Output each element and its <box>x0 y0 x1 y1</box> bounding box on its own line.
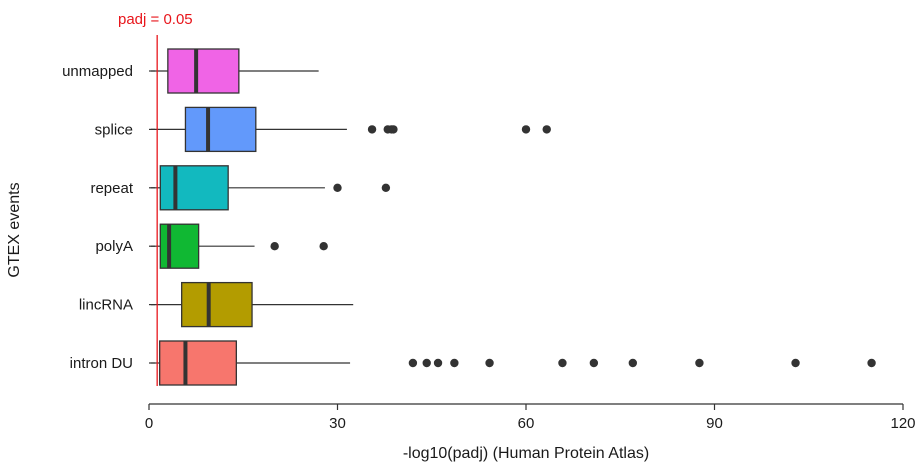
y-tick-label: repeat <box>90 180 133 197</box>
outlier-point <box>408 358 418 368</box>
x-tick-label: 90 <box>706 415 723 432</box>
x-axis: 0 30 60 90 120 <box>145 403 916 432</box>
outlier-point <box>433 358 443 368</box>
outlier-point <box>695 358 704 368</box>
box-polya <box>150 223 328 269</box>
x-axis-title: -log10(padj) (Human Protein Atlas) <box>403 445 649 462</box>
outlier-point <box>867 358 876 368</box>
x-tick-label: 0 <box>145 415 153 432</box>
y-tick-label: intron DU <box>70 355 133 372</box>
iqr-box <box>159 165 229 211</box>
iqr-box <box>184 106 257 153</box>
reference-line-group: padj = 0.05 <box>118 11 193 386</box>
outlier-point <box>367 125 377 134</box>
outlier-point <box>485 358 494 368</box>
iqr-box <box>181 281 253 328</box>
y-tick-label: polyA <box>95 238 133 255</box>
y-axis: unmapped splice repeat polyA lincRNA intron D… <box>62 63 155 372</box>
outlier-point <box>791 358 800 368</box>
box-intron-du <box>150 340 876 386</box>
box-lincrna <box>150 281 354 328</box>
iqr-box <box>159 223 200 269</box>
reference-line-label: padj = 0.05 <box>118 11 193 28</box>
outlier-point <box>558 358 567 368</box>
outlier-point <box>270 242 279 251</box>
boxes-layer <box>150 48 876 386</box>
outlier-point <box>422 358 431 368</box>
box-splice <box>150 106 551 153</box>
outlier-point <box>450 358 459 368</box>
outlier-point <box>333 183 342 192</box>
iqr-box <box>167 48 240 94</box>
outlier-point <box>381 183 391 192</box>
y-tick-label: splice <box>95 121 133 138</box>
box-repeat <box>150 165 391 211</box>
outlier-point <box>319 242 328 251</box>
x-tick-label: 120 <box>890 415 915 432</box>
outlier-point <box>628 358 638 368</box>
outlier-point <box>589 358 599 368</box>
y-axis-title: GTEX events <box>6 182 23 277</box>
outlier-point <box>389 125 398 134</box>
y-tick-label: lincRNA <box>79 297 133 314</box>
box-unmapped <box>150 48 319 94</box>
outlier-point <box>521 125 531 134</box>
outlier-point <box>542 125 551 134</box>
x-tick-label: 60 <box>518 415 535 432</box>
y-tick-label: unmapped <box>62 63 133 80</box>
iqr-box <box>159 340 237 386</box>
x-tick-label: 30 <box>329 415 346 432</box>
